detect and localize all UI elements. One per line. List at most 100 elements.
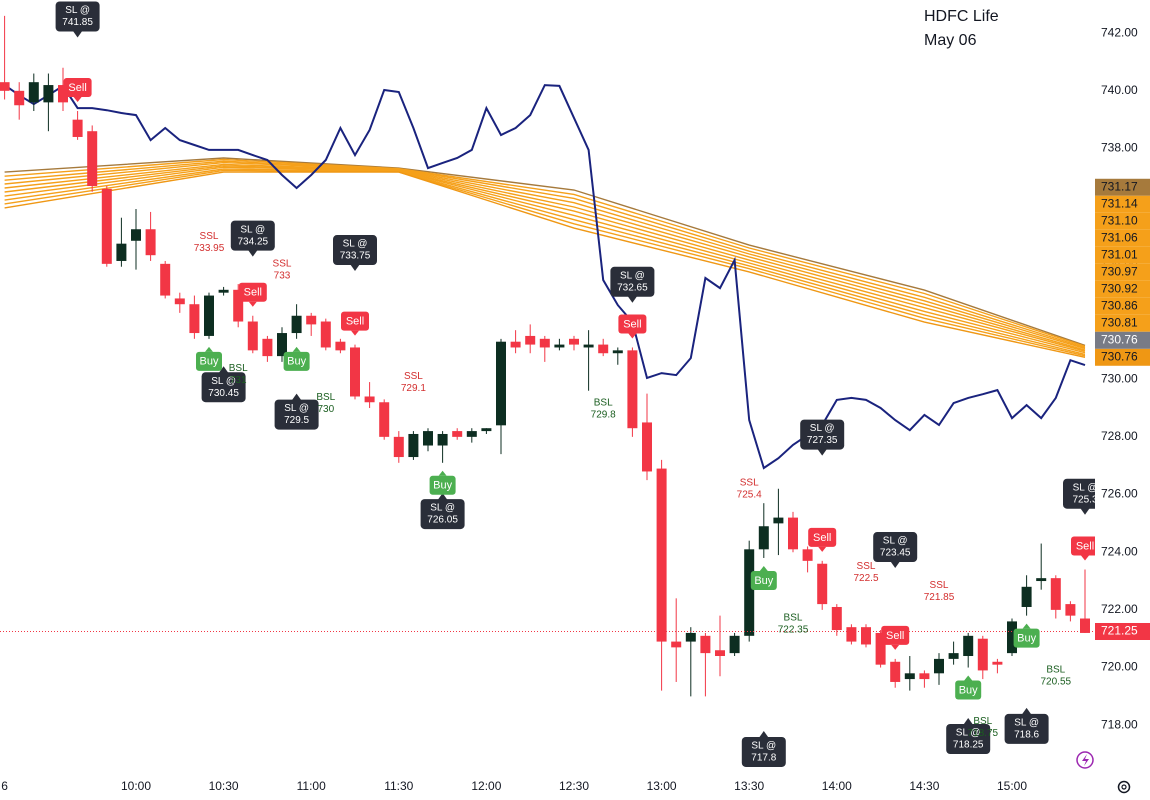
y-tick-label: 720.00 (1101, 660, 1138, 674)
buy-label: Buy (959, 684, 978, 696)
alert-icon-bolt[interactable] (1082, 754, 1089, 766)
y-tick-label: 722.00 (1101, 602, 1138, 616)
x-tick-label: 10:00 (121, 779, 151, 793)
chart-subtitle: May 06 (924, 32, 977, 49)
buy-label-box (1013, 628, 1040, 648)
sell-label: Sell (813, 532, 831, 544)
price-tag (1095, 212, 1150, 230)
price-tag-label: 721.25 (1101, 624, 1138, 638)
sl-label: SL @ (65, 5, 90, 16)
ssl-value: 722.5 (853, 573, 878, 584)
candle-body (0, 82, 10, 91)
candle-body (642, 422, 652, 472)
ribbon-line (4, 158, 1086, 347)
sl-box (274, 399, 319, 430)
price-tag (1095, 314, 1150, 332)
candle-body (481, 428, 492, 432)
bsl-value: 722.35 (778, 624, 809, 635)
price-tag (1095, 263, 1150, 281)
ssl-value: 733 (274, 270, 291, 281)
candle-body (350, 347, 360, 397)
sell-label-box (881, 625, 910, 645)
settings-icon-ring[interactable] (1117, 780, 1131, 794)
sl-value: 734.25 (238, 236, 269, 247)
candle-body (364, 396, 375, 403)
settings-icon[interactable] (1117, 780, 1131, 794)
candle-body (744, 549, 755, 636)
ribbon-line (4, 168, 1086, 356)
sl-value: 732.65 (617, 282, 648, 293)
candle-body (496, 341, 506, 426)
indicator-line (4, 84, 1086, 470)
candle-body (846, 627, 857, 642)
candle-body (934, 658, 944, 674)
price-tag-label: 731.06 (1101, 230, 1138, 244)
candle-body (174, 298, 185, 305)
ssl-label: SSL (930, 580, 949, 591)
sl-pointer (72, 30, 83, 38)
x-tick-label: 12:00 (471, 779, 501, 793)
price-tag (1095, 622, 1150, 640)
price-tag (1095, 348, 1150, 366)
sl-label: SL @ (430, 503, 455, 514)
sl-box (1004, 713, 1049, 744)
buy-label-box (283, 351, 310, 371)
candle-body (14, 90, 25, 106)
ribbon-line (4, 161, 1086, 350)
candle-body (554, 344, 565, 348)
bsl-value: 731 (230, 375, 247, 386)
sell-label: Sell (1076, 540, 1094, 552)
candle-body (72, 119, 83, 137)
label-pointer (818, 546, 827, 552)
candle-body (831, 606, 842, 631)
candle-body (189, 304, 200, 334)
buy-label: Buy (287, 356, 306, 368)
candle-body (116, 243, 127, 261)
sl-box (800, 419, 845, 450)
price-tag-label: 730.81 (1101, 315, 1138, 329)
candle-body (802, 549, 813, 561)
sl-pointer (890, 561, 901, 569)
price-tag (1095, 280, 1150, 298)
label-pointer (205, 346, 213, 352)
candle-body (890, 661, 901, 682)
sl-label: SL @ (211, 376, 236, 387)
y-tick-label: 742.00 (1101, 25, 1138, 39)
candle-body (1080, 618, 1090, 633)
candle-body (773, 517, 784, 524)
candle-body (729, 635, 740, 654)
sl-value: 730.45 (208, 388, 239, 399)
buy-label-box (955, 680, 982, 700)
x-tick-label: 14:30 (909, 779, 939, 793)
price-tag-label: 731.01 (1101, 247, 1138, 261)
bsl-label: BSL (784, 612, 803, 623)
candle-body (43, 85, 54, 103)
alert-icon-ring[interactable] (1076, 751, 1094, 769)
candle-body (656, 468, 667, 642)
sl-value: 729.5 (284, 415, 309, 426)
candle-body (948, 653, 959, 659)
sl-label: SL @ (284, 403, 309, 414)
candle-body (145, 229, 156, 256)
ssl-label: SSL (404, 371, 423, 382)
price-tag-label: 730.86 (1101, 298, 1138, 312)
candle-body (335, 341, 346, 351)
ssl-label: SSL (200, 231, 219, 242)
settings-icon-center[interactable] (1121, 784, 1127, 790)
candle-body (904, 673, 915, 680)
sl-box (946, 724, 991, 755)
ribbon-line (4, 166, 1086, 354)
sl-pointer (627, 295, 638, 303)
bsl-value: 729.8 (591, 410, 616, 421)
alert-icon[interactable] (1076, 751, 1094, 769)
label-pointer (438, 470, 447, 476)
candle-body (160, 263, 171, 296)
ssl-label: SSL (857, 561, 876, 572)
sl-label: SL @ (343, 239, 368, 250)
price-tag-label: 730.76 (1101, 349, 1138, 363)
candle-body (393, 436, 404, 458)
candle-body (583, 344, 594, 348)
buy-label: Buy (433, 480, 452, 492)
time-axis-panel (0, 776, 1095, 800)
